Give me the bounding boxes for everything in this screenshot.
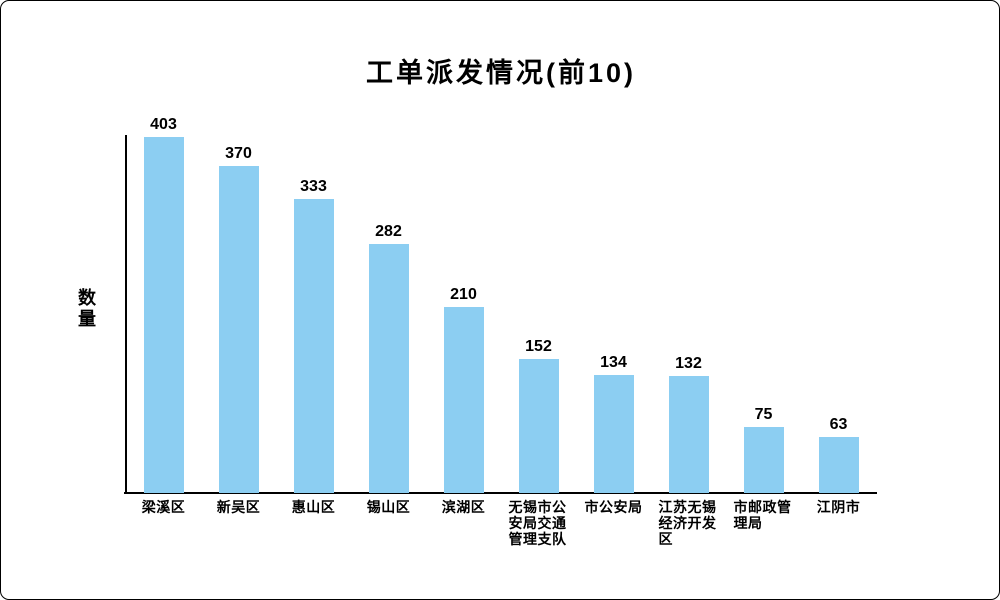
bar	[368, 244, 409, 493]
x-tick-label: 滨湖区	[441, 499, 486, 515]
x-tick-label: 无锡市公安局交通管理支队	[508, 499, 567, 547]
x-tick-label: 江苏无锡经济开发区	[658, 499, 717, 547]
bar	[743, 427, 784, 493]
bar-value-label: 134	[600, 354, 627, 371]
y-axis-label: 数量	[76, 288, 96, 330]
x-tick-label: 梁溪区	[141, 499, 186, 515]
bar-value-label: 282	[375, 223, 402, 240]
x-tick-label: 市邮政管理局	[733, 499, 792, 531]
bar	[443, 307, 484, 493]
x-axis-line	[124, 492, 877, 494]
bar	[143, 137, 184, 493]
bar	[218, 166, 259, 493]
x-tick-label: 锡山区	[366, 499, 411, 515]
bar-value-label: 403	[150, 116, 177, 133]
bar-value-label: 132	[675, 355, 702, 372]
bar-value-label: 370	[225, 145, 252, 162]
chart-title: 工单派发情况(前10)	[365, 58, 636, 88]
bar	[818, 437, 859, 493]
bar-value-label: 152	[525, 338, 552, 355]
bar	[293, 199, 334, 493]
bar	[518, 359, 559, 493]
x-tick-label: 江阴市	[816, 499, 861, 515]
bar-value-label: 210	[450, 286, 477, 303]
bar-value-label: 63	[829, 416, 848, 433]
y-axis-line	[125, 135, 127, 494]
x-tick-label: 惠山区	[291, 499, 336, 515]
bar	[668, 376, 709, 493]
bar	[593, 375, 634, 493]
x-tick-label: 市公安局	[584, 499, 643, 515]
bar-value-label: 333	[300, 178, 327, 195]
x-tick-label: 新吴区	[216, 499, 261, 515]
bar-value-label: 75	[754, 406, 773, 423]
